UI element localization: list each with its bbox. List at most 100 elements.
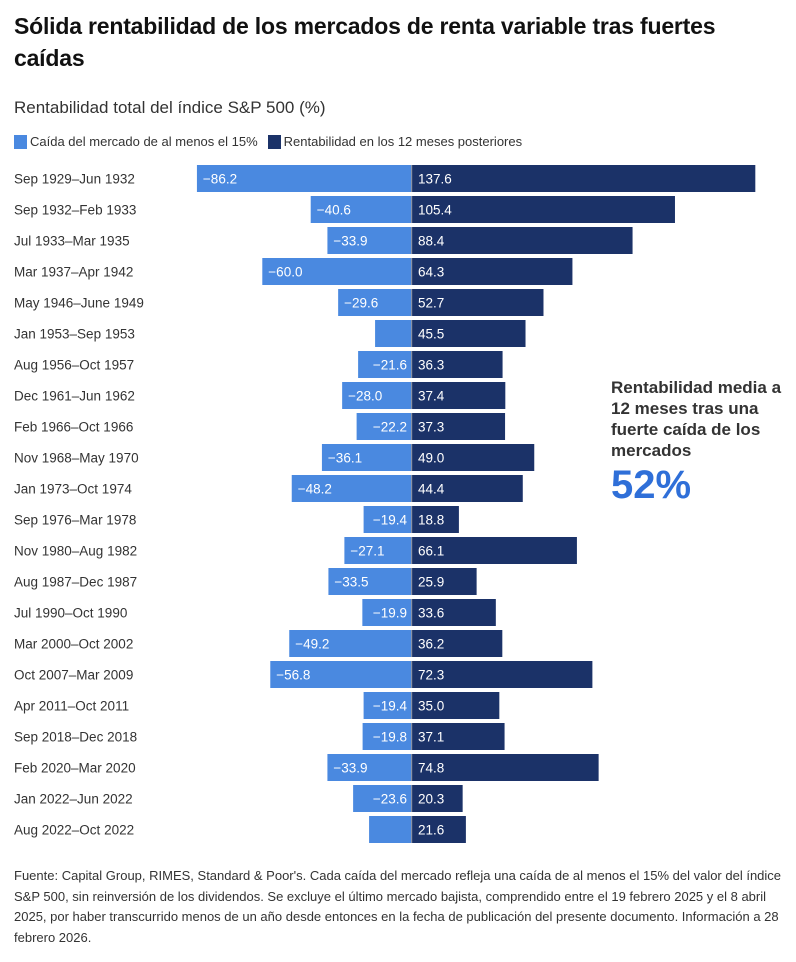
value-label-decline: −56.8 [276, 668, 310, 683]
bar-decline [342, 382, 412, 409]
bar-return [412, 227, 633, 254]
callout-text: Rentabilidad media a 12 meses tras una f… [611, 378, 782, 460]
value-label-return: 37.1 [418, 730, 444, 745]
chart-row: Dec 1961–Jun 1962 −28.0 37.4 [14, 382, 506, 409]
chart-row: Aug 1987–Dec 1987 −33.5 25.9 [14, 568, 477, 595]
chart-row: Sep 2018–Dec 2018 −19.8 37.1 [14, 723, 505, 750]
zero-line [411, 568, 413, 595]
category-label: Feb 1966–Oct 1966 [14, 420, 133, 435]
value-label-return: 36.3 [418, 358, 444, 373]
category-label: Dec 1961–Jun 1962 [14, 389, 135, 404]
category-label: Feb 2020–Mar 2020 [14, 761, 136, 776]
value-label-return: 74.8 [418, 761, 444, 776]
zero-line [411, 506, 413, 533]
bar-decline [321, 444, 412, 471]
bar-return [412, 289, 544, 316]
value-label-return: 45.5 [418, 327, 444, 342]
zero-line [411, 289, 413, 316]
bar-decline [289, 630, 412, 657]
category-label: Sep 2018–Dec 2018 [14, 730, 137, 745]
bar-decline [358, 351, 412, 378]
zero-line [411, 723, 413, 750]
legend-label-decline: Caída del mercado de al menos el 15% [30, 134, 258, 149]
zero-line [411, 444, 413, 471]
value-label-return: 72.3 [418, 668, 444, 683]
chart-subtitle: Rentabilidad total del índice S&P 500 (%… [14, 98, 326, 117]
zero-line [411, 351, 413, 378]
value-label-return: 37.3 [418, 420, 444, 435]
callout-value: 52% [611, 463, 692, 507]
bar-decline [291, 475, 412, 502]
bar-decline [363, 692, 412, 719]
bar-return [412, 320, 526, 347]
value-label-decline: −19.9 [373, 606, 407, 621]
bar-decline [369, 816, 412, 843]
bar-decline [270, 661, 412, 688]
bar-decline [310, 196, 412, 223]
category-label: Aug 1987–Dec 1987 [14, 575, 137, 590]
bar-decline [356, 413, 412, 440]
value-label-return: 64.3 [418, 265, 444, 280]
value-label-decline: −33.9 [333, 234, 367, 249]
bar-return [412, 351, 503, 378]
category-label: Sep 1976–Mar 1978 [14, 513, 136, 528]
zero-line [411, 165, 413, 192]
zero-line [411, 382, 413, 409]
chart-row: Sep 1932–Feb 1933 −40.6 105.4 [14, 196, 675, 223]
chart-title: Sólida rentabilidad de los mercados de r… [14, 13, 716, 71]
value-label-return: 20.3 [418, 792, 444, 807]
category-label: Jan 2022–Jun 2022 [14, 792, 133, 807]
bar-return [412, 661, 593, 688]
chart-row: Jul 1933–Mar 1935 −33.9 88.4 [14, 227, 633, 254]
value-label-decline: −40.6 [317, 203, 351, 218]
bar-return [412, 723, 505, 750]
bar-return [412, 382, 506, 409]
value-label-return: 36.2 [418, 637, 444, 652]
category-label: Aug 1956–Oct 1957 [14, 358, 134, 373]
zero-line [411, 599, 413, 626]
category-label: Apr 2011–Oct 2011 [14, 699, 129, 714]
legend-label-return: Rentabilidad en los 12 meses posteriores [283, 134, 523, 149]
value-label-return: 66.1 [418, 544, 444, 559]
chart-row: Feb 2020–Mar 2020 −33.9 74.8 [14, 754, 599, 781]
bar-return [412, 165, 756, 192]
value-label-return: 37.4 [418, 389, 445, 404]
bar-return [412, 506, 459, 533]
value-label-decline: −19.4 [373, 513, 408, 528]
value-label-return: 52.7 [418, 296, 444, 311]
bar-decline [362, 723, 412, 750]
chart-row: Oct 2007–Mar 2009 −56.8 72.3 [14, 661, 593, 688]
value-label-decline: −36.1 [328, 451, 362, 466]
value-label-return: 33.6 [418, 606, 444, 621]
bar-decline [338, 289, 412, 316]
chart-row: May 1946–June 1949 −29.6 52.7 [14, 289, 544, 316]
value-label-return: 25.9 [418, 575, 444, 590]
chart-row: Jan 2022–Jun 2022 −23.6 20.3 [14, 785, 463, 812]
bar-decline [328, 568, 412, 595]
chart-row: Sep 1976–Mar 1978 −19.4 18.8 [14, 506, 459, 533]
footnote: Fuente: Capital Group, RIMES, Standard &… [14, 868, 782, 945]
chart-row: Jan 1953–Sep 1953 45.5 [14, 320, 526, 347]
bar-return [412, 692, 500, 719]
zero-line [411, 320, 413, 347]
bar-return [412, 196, 675, 223]
chart-row: Jan 1973–Oct 1974 −48.2 44.4 [14, 475, 523, 502]
category-label: Nov 1968–May 1970 [14, 451, 139, 466]
zero-line [411, 661, 413, 688]
legend-item-decline: Caída del mercado de al menos el 15% [14, 134, 258, 149]
bar-decline [375, 320, 412, 347]
bar-return [412, 537, 577, 564]
value-label-decline: −33.9 [333, 761, 367, 776]
legend-swatch-return [267, 134, 281, 149]
bar-return [412, 568, 477, 595]
zero-line [411, 754, 413, 781]
category-label: May 1946–June 1949 [14, 296, 144, 311]
chart-row: Nov 1980–Aug 1982 −27.1 66.1 [14, 537, 577, 564]
value-label-decline: −49.2 [295, 637, 329, 652]
value-label-decline: −60.0 [268, 265, 302, 280]
bar-decline [353, 785, 412, 812]
category-label: Jul 1933–Mar 1935 [14, 234, 130, 249]
category-label: Jul 1990–Oct 1990 [14, 606, 127, 621]
bar-decline [344, 537, 412, 564]
bar-return [412, 599, 496, 626]
